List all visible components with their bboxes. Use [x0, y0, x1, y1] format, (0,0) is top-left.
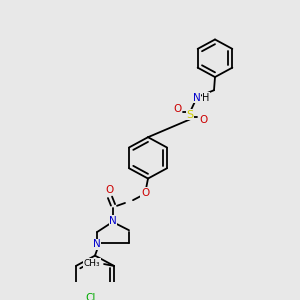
Text: N: N [109, 216, 117, 226]
Text: S: S [186, 110, 194, 120]
Text: O: O [199, 115, 207, 125]
Text: H: H [202, 93, 210, 103]
Text: CH₃: CH₃ [84, 259, 100, 268]
Text: O: O [141, 188, 149, 198]
Text: O: O [173, 104, 181, 114]
Text: Cl: Cl [86, 293, 96, 300]
Text: N: N [193, 93, 201, 103]
Text: N: N [93, 239, 101, 249]
Text: O: O [105, 185, 113, 195]
